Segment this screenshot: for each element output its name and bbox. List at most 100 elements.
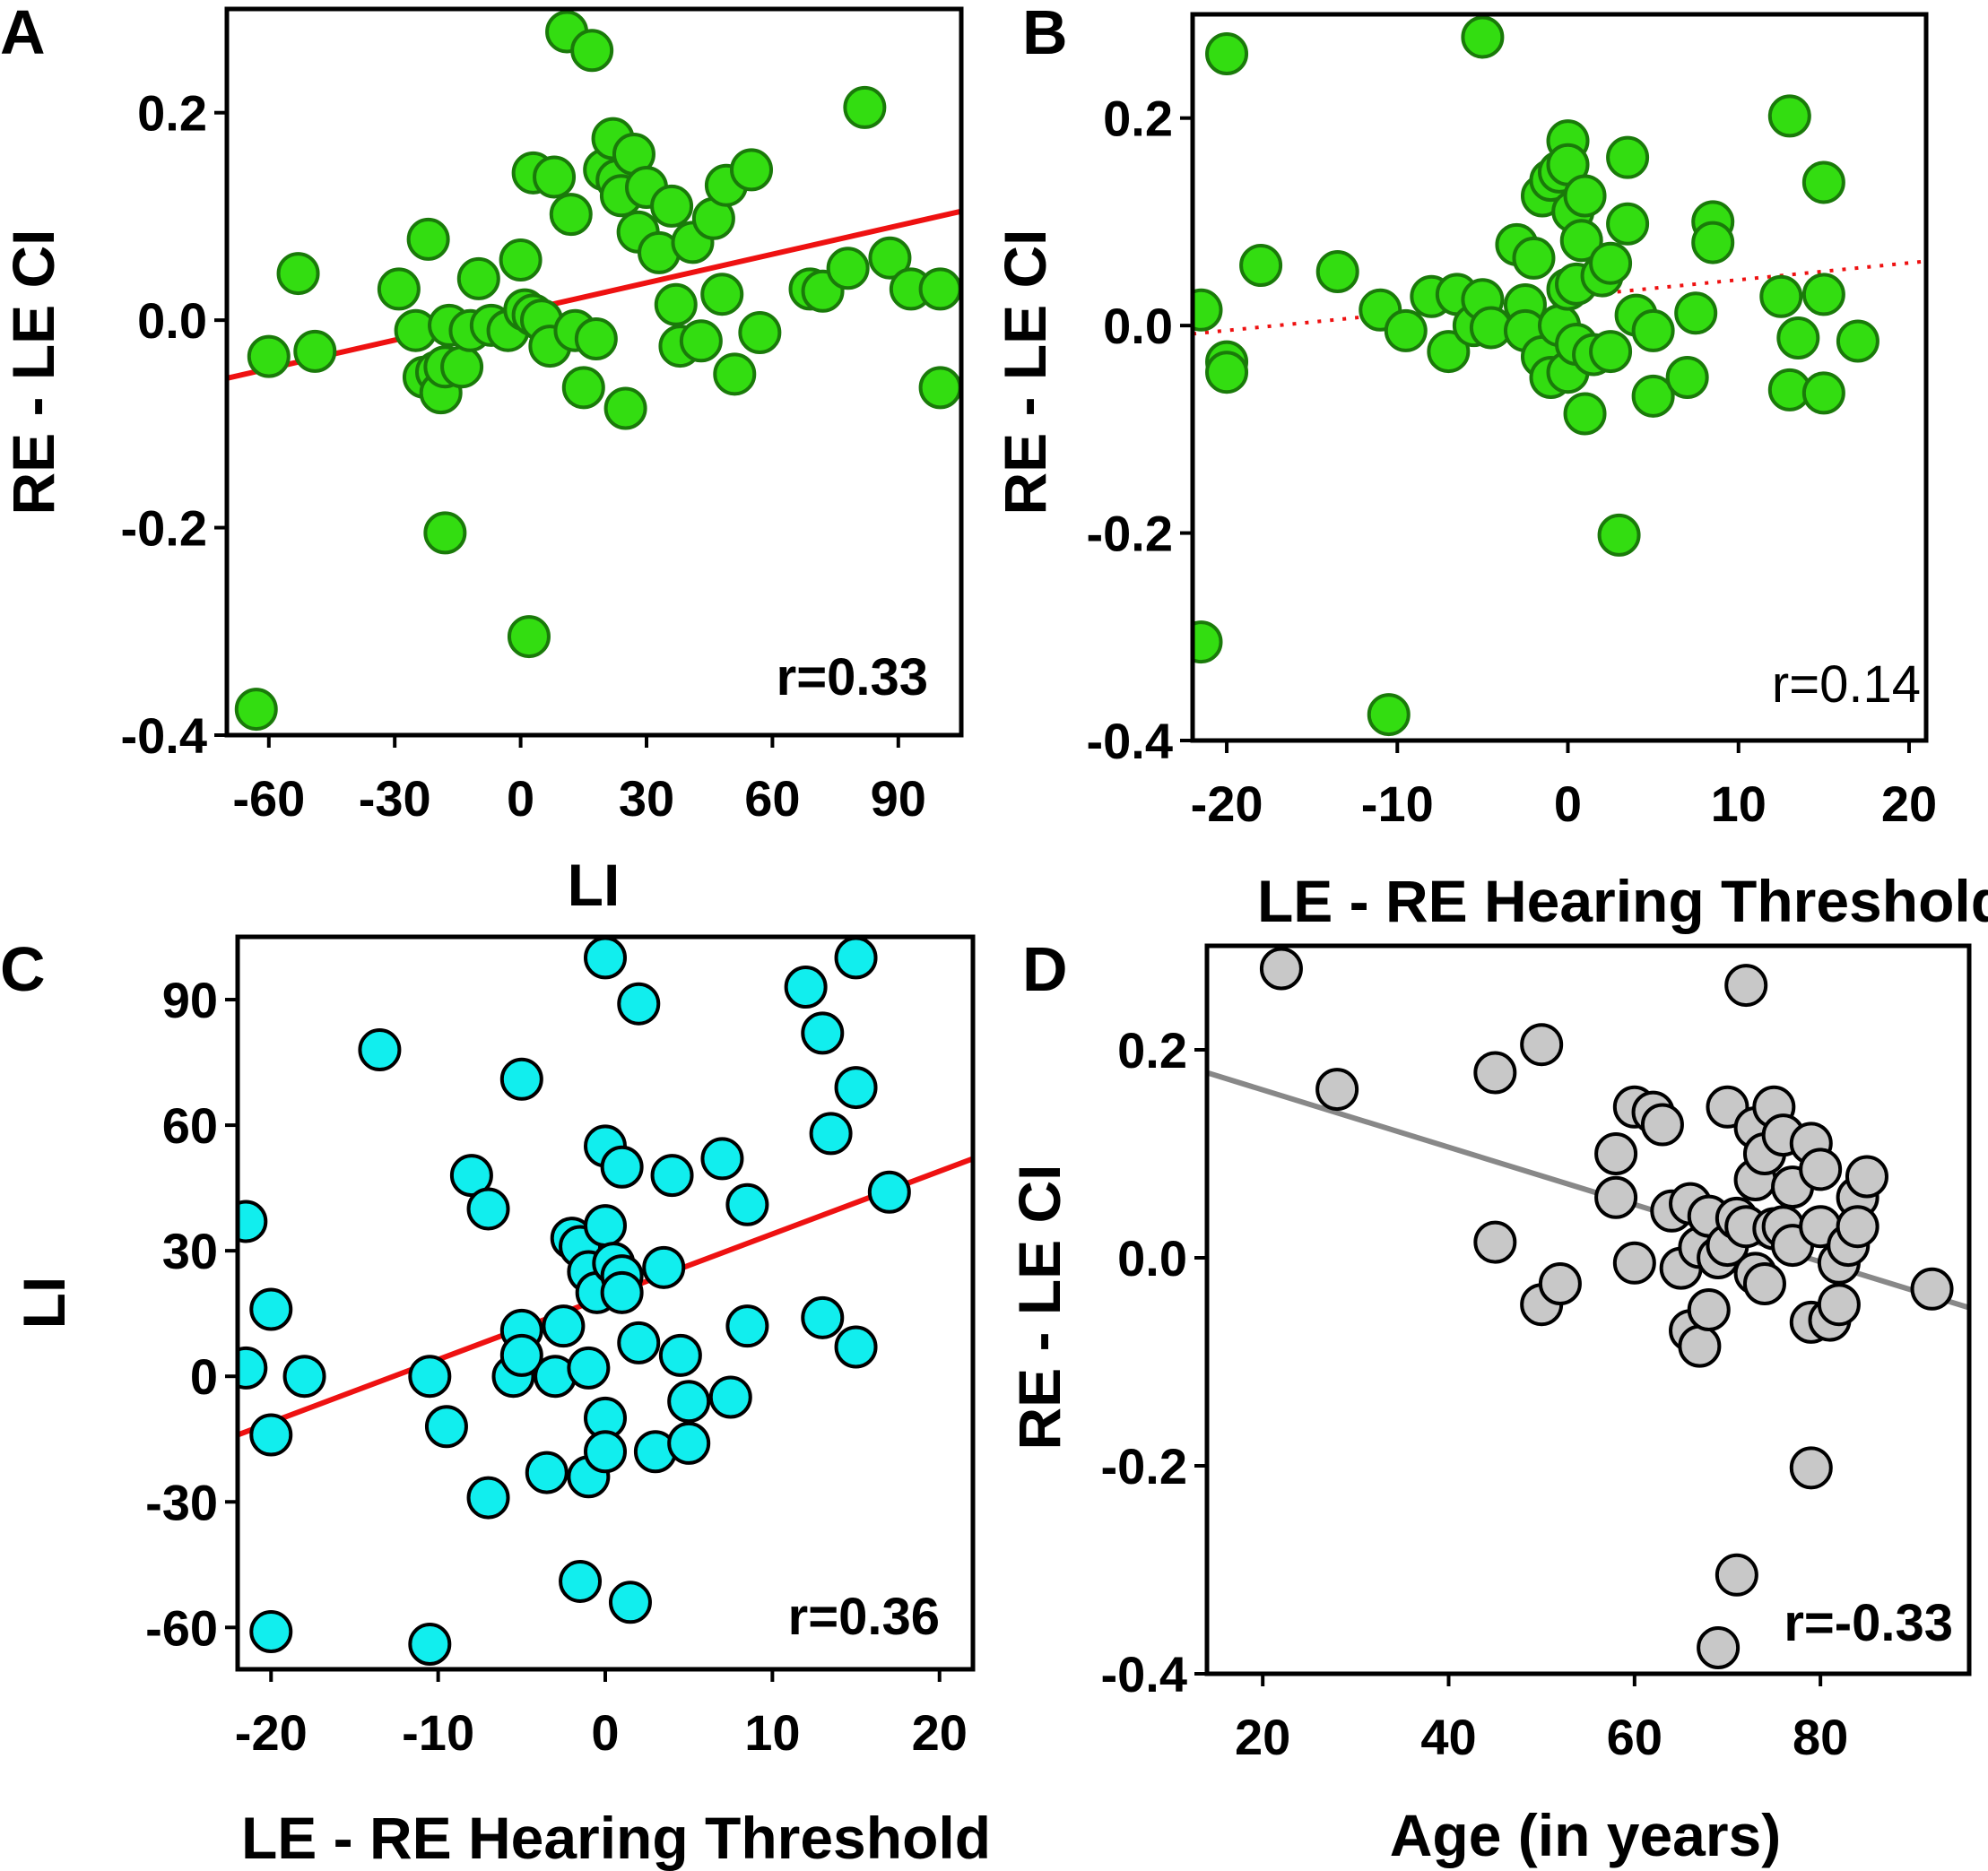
panel-c-data-point: [584, 1204, 627, 1248]
panel-c-y-tick-label: 60: [162, 1097, 218, 1154]
panel-a-data-point: [603, 386, 647, 430]
panel-b-y-tick-label: -0.4: [1087, 713, 1174, 769]
panel-a-x-tick-label: 90: [871, 770, 926, 827]
panel-b-data-point: [1665, 356, 1709, 399]
panel-b-x-tick-label: 20: [1881, 775, 1937, 832]
panel-b-data-point: [1631, 374, 1675, 418]
panel-b-plot-area: [1190, 12, 1929, 743]
panel-c-x-tick-label: -20: [235, 1704, 308, 1761]
panel-a-data-point: [918, 267, 961, 311]
panel-d-data-point: [1789, 1446, 1833, 1490]
panel-d-y-axis-title: RE - LE CI: [1006, 1164, 1072, 1450]
panel-d-data-point: [1473, 1220, 1517, 1264]
panel-b-data-point: [1193, 288, 1223, 332]
panel-a-correlation-label: r=0.33: [777, 648, 928, 706]
panel-d-points: [1259, 947, 1954, 1669]
panel-c-x-tick-label: 0: [591, 1704, 619, 1761]
panel-b-data-point: [1759, 274, 1803, 318]
panel-b-data-point: [1801, 160, 1845, 204]
panel-c-data-point: [499, 1333, 543, 1377]
panel-d-data-point: [1742, 1262, 1786, 1305]
panel-a-data-point: [918, 366, 961, 410]
panel-c-x-axis-title: LE - RE Hearing Threshold: [241, 1805, 991, 1871]
panel-d-x-axis-title: Age (in years): [1390, 1802, 1781, 1868]
panel-c-data-point: [249, 1413, 293, 1457]
panel-a-data-point: [730, 148, 773, 192]
panel-c-data-point: [809, 1112, 853, 1156]
panel-a-plot-area: [224, 6, 964, 738]
panel-c-data-point: [801, 1295, 845, 1339]
panel-c-data-point: [424, 1405, 468, 1449]
panel-b-data-point: [1674, 291, 1718, 335]
panel-a-x-tick-label: 0: [507, 770, 534, 827]
panel-c-data-point: [567, 1346, 611, 1390]
panel-a-data-point: [868, 236, 912, 280]
panel-a-data-point: [654, 282, 698, 326]
panel-c-data-point: [725, 1304, 769, 1348]
panel-c-x-tick-label: 20: [912, 1704, 968, 1761]
panel-c-y-tick-label: -60: [145, 1599, 218, 1656]
panel-b-data-point: [1836, 319, 1879, 363]
panel-c-data-point: [600, 1270, 644, 1314]
panel-b-x-tick-label: 0: [1554, 775, 1582, 832]
panel-b-y-axis-title: RE - LE CI: [992, 229, 1058, 515]
panel-d-data-point: [1678, 1324, 1722, 1368]
panel-d-data-point: [1520, 1023, 1564, 1067]
panel-c-data-point: [867, 1170, 911, 1214]
panel-c-data-point: [282, 1355, 326, 1399]
panel-d-data-point: [1538, 1262, 1582, 1305]
panel-a-x-tick-label: -60: [232, 770, 305, 827]
panel-c-data-point: [667, 1421, 711, 1465]
panel-a-data-point: [293, 329, 337, 373]
panel-b-data-point: [1563, 392, 1607, 436]
panel-d-letter: D: [1022, 934, 1068, 1004]
panel-a-y-tick-label: -0.4: [121, 707, 208, 764]
panel-d-data-point: [1836, 1205, 1879, 1249]
panel-c-data-point: [784, 966, 828, 1009]
panel-c-data-point: [617, 1321, 661, 1364]
panel-c-data-point: [559, 1559, 603, 1603]
panel-c-data-point: [667, 1380, 711, 1424]
panel-a-data-point: [561, 366, 605, 410]
panel-d-data-point: [1612, 1241, 1656, 1285]
panel-d-data-point: [1315, 1068, 1359, 1112]
panel-b-data-point: [1205, 31, 1249, 75]
panel-b-y-tick-label: 0.0: [1103, 298, 1173, 354]
panel-d-data-point: [1594, 1132, 1638, 1175]
panel-c-data-point: [542, 1304, 586, 1348]
panel-d-x-tick-label: 40: [1420, 1709, 1476, 1765]
panel-a-data-point: [499, 238, 543, 282]
panel-d-data-point: [1910, 1267, 1954, 1311]
panel-c-data-point: [658, 1333, 702, 1377]
panel-c-points: [238, 937, 911, 1666]
panel-d-correlation-label: r=-0.33: [1784, 1594, 1953, 1652]
panel-a-data-point: [533, 155, 577, 199]
panel-a-data-point: [549, 193, 593, 237]
panel-c-data-point: [600, 1145, 644, 1189]
panel-c-data-point: [525, 1451, 569, 1494]
panel-c-x-tick-label: -10: [402, 1704, 474, 1761]
panel-c-data-point: [834, 1066, 878, 1110]
panel-c-data-point: [449, 1154, 493, 1198]
panel-b-data-point: [1606, 202, 1650, 246]
panel-d-y-tick-label: -0.2: [1101, 1438, 1188, 1494]
panel-a-x-tick-label: -30: [359, 770, 431, 827]
panel-d-data-point: [1817, 1283, 1861, 1327]
panel-c-correlation-label: r=0.36: [788, 1588, 940, 1646]
panel-d-data-point: [1259, 947, 1303, 991]
panel-c-data-point: [700, 1137, 744, 1181]
panel-c-data-point: [499, 1057, 543, 1101]
panel-a-x-axis-title: LI: [568, 852, 621, 918]
panel-b-data-point: [1512, 236, 1556, 280]
panel-c-data-point: [584, 937, 627, 980]
panel-a-y-axis-title: RE - LE CI: [0, 229, 66, 515]
panel-c-data-point: [725, 1182, 769, 1226]
panel-a-y-tick-label: 0.2: [137, 85, 207, 142]
panel-d-y-tick-label: 0.2: [1117, 1022, 1187, 1078]
panel-d-data-point: [1473, 1051, 1517, 1095]
panel-b-y-tick-label: 0.2: [1103, 91, 1173, 147]
panel-c-y-tick-label: -30: [145, 1474, 218, 1530]
panel-a-data-point: [247, 334, 291, 378]
panel-c-data-point: [238, 1346, 268, 1390]
panel-b-data-point: [1597, 513, 1641, 557]
